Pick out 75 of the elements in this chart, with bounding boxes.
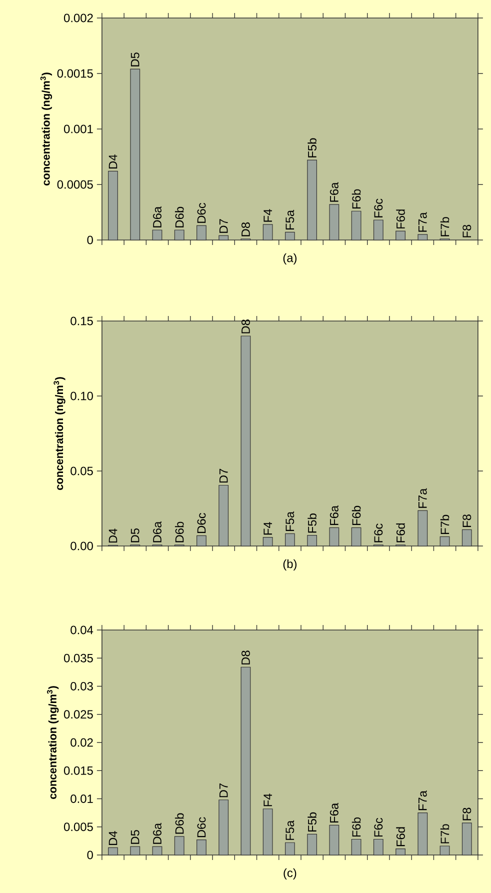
x-tick-label: F6d bbox=[396, 827, 405, 846]
x-tick-label: D5 bbox=[130, 830, 140, 844]
x-tick-label: F7b bbox=[440, 217, 450, 236]
x-tick-label: F7a bbox=[418, 212, 427, 232]
x-tick-label: F8 bbox=[462, 514, 472, 527]
y-tick-label: 0.00 bbox=[70, 542, 93, 550]
x-tick-label: F7a bbox=[418, 790, 427, 810]
x-tick-label: D6a bbox=[153, 521, 162, 542]
y-tick-label: 0.025 bbox=[64, 710, 93, 719]
y-tick-label: 0.002 bbox=[64, 14, 93, 22]
x-tick-label: F5a bbox=[286, 820, 294, 840]
x-tick-label: D7 bbox=[219, 219, 228, 233]
y-tick-label: 0.035 bbox=[64, 654, 93, 662]
x-tick-label: D6a bbox=[153, 822, 162, 844]
x-tick-label: D6c bbox=[197, 513, 206, 533]
x-tick-label: F4 bbox=[264, 209, 272, 222]
x-tick-label: F6b bbox=[352, 817, 361, 837]
x-tick-label: D6b bbox=[174, 522, 184, 542]
x-tick-label: F6b bbox=[352, 189, 361, 208]
x-tick-label: D4 bbox=[108, 154, 118, 168]
x-tick-label: F5b bbox=[308, 514, 316, 533]
x-tick-label: F6a bbox=[330, 802, 338, 822]
x-tick-label: F7b bbox=[440, 514, 450, 534]
y-tick-label: 0.015 bbox=[64, 766, 93, 775]
x-tick-label: F6d bbox=[396, 210, 405, 228]
x-tick-label: F8 bbox=[462, 808, 472, 820]
x-tick-label: F5b bbox=[308, 138, 316, 158]
x-tick-label: F6b bbox=[352, 506, 361, 526]
x-tick-label: F6a bbox=[330, 182, 338, 202]
y-tick-label: 0.005 bbox=[64, 822, 93, 832]
y-axis-title: concentration (ng/m$^{3}$) bbox=[40, 72, 52, 186]
x-tick-label: D4 bbox=[108, 528, 118, 543]
x-tick-label: D8 bbox=[241, 650, 250, 664]
y-tick-label: 0 bbox=[87, 850, 93, 860]
text: (a) bbox=[283, 253, 296, 264]
x-tick-label: D6b bbox=[174, 206, 184, 228]
x-tick-label: D7 bbox=[219, 783, 228, 798]
x-tick-label: D6c bbox=[197, 817, 206, 838]
x-tick-label: F6d bbox=[396, 523, 405, 542]
x-tick-label: D6a bbox=[153, 206, 162, 228]
x-tick-label: F8 bbox=[462, 224, 472, 238]
x-tick-label: D5 bbox=[130, 52, 140, 66]
x-tick-label: D6c bbox=[197, 202, 206, 223]
y-tick-label: 0.10 bbox=[70, 392, 93, 400]
x-tick-label: F6c bbox=[374, 524, 383, 542]
x-tick-label: D7 bbox=[219, 468, 228, 483]
x-tick-label: D6b bbox=[174, 813, 184, 834]
x-tick-label: F6c bbox=[374, 198, 383, 218]
y-axis-title: concentration (ng/m$^{3}$) bbox=[54, 377, 66, 490]
x-tick-label: F7a bbox=[418, 488, 427, 508]
y-axis-title: concentration (ng/m$^{3}$) bbox=[47, 686, 59, 799]
y-tick-label: 0.15 bbox=[70, 316, 93, 326]
y-tick-label: 0.03 bbox=[70, 682, 93, 690]
x-tick-label: F6a bbox=[330, 505, 338, 526]
x-tick-label: F5a bbox=[286, 511, 294, 532]
y-tick-label: 0.02 bbox=[70, 738, 93, 747]
y-tick-label: 0.04 bbox=[70, 626, 94, 634]
x-tick-label: F5a bbox=[286, 210, 294, 230]
x-tick-label: D8 bbox=[241, 222, 250, 236]
y-tick-label: 0.01 bbox=[70, 794, 93, 803]
x-tick-label: F4 bbox=[264, 794, 272, 806]
x-tick-label: F5b bbox=[308, 812, 316, 832]
y-tick-label: 0.0005 bbox=[57, 180, 93, 189]
x-tick-label: D4 bbox=[108, 831, 118, 845]
x-tick-label: F6c bbox=[374, 818, 383, 837]
x-tick-label: F7b bbox=[440, 824, 450, 844]
y-tick-label: 0.05 bbox=[70, 466, 93, 476]
y-tick-label: 0 bbox=[87, 236, 93, 244]
y-tick-label: 0.001 bbox=[64, 124, 93, 134]
text: (b) bbox=[283, 559, 296, 570]
x-tick-label: F4 bbox=[264, 522, 272, 535]
x-tick-label: D5 bbox=[130, 528, 140, 542]
y-tick-label: 0.0015 bbox=[57, 69, 93, 78]
x-tick-label: D8 bbox=[241, 320, 250, 334]
text: (c) bbox=[284, 868, 296, 880]
